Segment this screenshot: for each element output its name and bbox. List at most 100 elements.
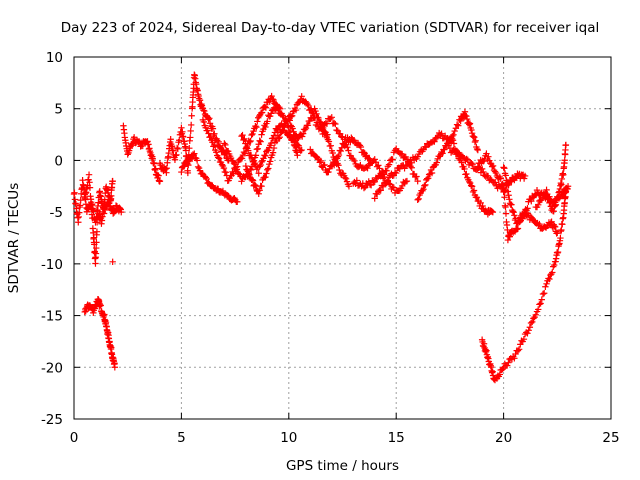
data-point <box>461 165 468 173</box>
data-point <box>174 145 182 153</box>
data-point <box>536 220 543 228</box>
data-point <box>292 106 300 114</box>
data-point <box>450 146 457 154</box>
data-point <box>97 302 104 309</box>
data-point <box>290 128 297 135</box>
x-axis-label: GPS time / hours <box>286 458 399 474</box>
data-point <box>128 140 135 148</box>
data-point <box>365 178 372 185</box>
data-point <box>187 121 195 129</box>
data-point <box>478 165 486 173</box>
data-point <box>550 261 558 269</box>
data-point <box>264 118 271 125</box>
data-point <box>437 131 444 139</box>
data-point <box>491 168 499 175</box>
data-point <box>329 149 336 157</box>
data-point <box>325 138 333 145</box>
data-point <box>544 190 551 198</box>
data-point <box>473 145 481 153</box>
data-point <box>364 165 371 172</box>
data-point <box>351 157 358 165</box>
data-point <box>345 147 352 154</box>
data-point <box>109 258 116 265</box>
data-point <box>150 160 158 167</box>
data-point <box>93 239 100 246</box>
data-point <box>338 144 345 151</box>
data-point <box>257 161 264 169</box>
grid-lines <box>74 57 611 419</box>
data-point <box>438 130 445 137</box>
data-point <box>240 136 247 144</box>
data-point <box>529 318 536 326</box>
data-point <box>330 119 338 127</box>
data-point <box>344 143 351 151</box>
data-point <box>389 156 396 163</box>
data-point <box>92 244 100 252</box>
data-point <box>360 149 367 156</box>
data-point <box>270 144 278 152</box>
data-point <box>472 137 479 144</box>
data-point <box>251 159 259 167</box>
data-point <box>373 190 381 198</box>
data-point <box>484 172 492 180</box>
data-point <box>554 229 561 237</box>
data-point <box>543 186 550 194</box>
data-point <box>249 130 256 138</box>
data-point <box>248 131 255 139</box>
y-tick-label: -15 <box>41 309 63 325</box>
data-point <box>224 192 231 199</box>
data-point <box>118 208 125 216</box>
data-point <box>130 134 138 141</box>
data-point <box>342 175 350 183</box>
data-point <box>298 146 305 154</box>
data-point <box>552 201 560 208</box>
data-point <box>433 159 440 166</box>
data-point <box>431 138 438 145</box>
data-point <box>211 141 218 149</box>
data-point <box>298 133 306 140</box>
data-point <box>222 141 229 149</box>
data-point <box>473 194 481 201</box>
data-point <box>467 182 475 189</box>
data-point <box>451 127 458 135</box>
data-point <box>515 346 523 353</box>
data-point <box>322 131 330 138</box>
data-point <box>535 201 542 208</box>
data-point <box>381 171 388 178</box>
data-point <box>269 135 277 142</box>
data-point <box>245 170 252 177</box>
data-point <box>511 355 518 362</box>
data-point <box>468 129 476 137</box>
data-point <box>249 177 257 184</box>
data-point <box>252 122 259 130</box>
data-point <box>545 193 552 201</box>
data-point <box>186 144 193 152</box>
data-point <box>86 184 94 191</box>
data-point <box>205 130 212 137</box>
data-point <box>206 115 213 122</box>
data-point <box>415 195 422 203</box>
data-point <box>256 137 263 144</box>
data-point <box>526 324 534 331</box>
data-point <box>514 347 522 354</box>
data-point <box>327 142 335 149</box>
data-point <box>289 125 296 132</box>
data-point <box>377 173 384 180</box>
data-point <box>532 311 540 318</box>
data-point <box>353 177 361 184</box>
data-point <box>550 208 557 215</box>
data-point <box>202 174 209 181</box>
data-point <box>241 135 248 143</box>
data-point <box>508 201 515 208</box>
data-point <box>525 327 532 334</box>
data-point <box>379 183 387 191</box>
data-point <box>239 131 246 139</box>
data-point <box>466 121 473 128</box>
data-point <box>470 187 478 194</box>
data-point <box>247 152 255 159</box>
data-point <box>211 130 218 137</box>
data-point <box>506 200 514 207</box>
data-point <box>222 169 229 176</box>
data-point <box>474 146 482 154</box>
data-point <box>511 212 518 219</box>
